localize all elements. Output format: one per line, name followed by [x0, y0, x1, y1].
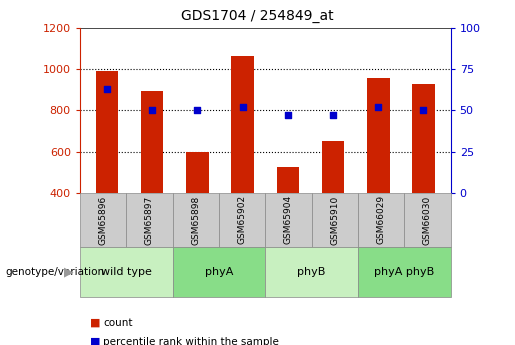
Text: ▶: ▶ — [64, 265, 73, 278]
Text: GSM65902: GSM65902 — [237, 195, 247, 245]
Bar — [277, 167, 299, 193]
Text: GSM65897: GSM65897 — [145, 195, 154, 245]
Bar — [231, 56, 254, 193]
Bar — [412, 84, 435, 193]
Bar — [186, 152, 209, 193]
Point — [284, 112, 292, 118]
Point — [193, 108, 201, 113]
Bar — [96, 71, 118, 193]
Text: wild type: wild type — [101, 267, 151, 277]
Text: GDS1704 / 254849_at: GDS1704 / 254849_at — [181, 9, 334, 23]
Point — [103, 86, 111, 92]
Text: phyB: phyB — [297, 267, 326, 277]
Point — [329, 112, 337, 118]
Bar — [367, 78, 389, 193]
Point — [238, 104, 247, 110]
Point — [148, 108, 156, 113]
Bar — [141, 91, 163, 193]
Text: GSM65898: GSM65898 — [191, 195, 200, 245]
Text: count: count — [103, 318, 132, 327]
Text: ■: ■ — [90, 318, 100, 327]
Text: ■: ■ — [90, 337, 100, 345]
Text: GSM65910: GSM65910 — [330, 195, 339, 245]
Text: genotype/variation: genotype/variation — [5, 267, 104, 277]
Text: GSM65896: GSM65896 — [98, 195, 108, 245]
Text: GSM66030: GSM66030 — [423, 195, 432, 245]
Point — [419, 108, 427, 113]
Text: GSM66029: GSM66029 — [376, 195, 386, 245]
Text: percentile rank within the sample: percentile rank within the sample — [103, 337, 279, 345]
Point — [374, 104, 383, 110]
Text: phyA phyB: phyA phyB — [374, 267, 434, 277]
Text: phyA: phyA — [204, 267, 233, 277]
Text: GSM65904: GSM65904 — [284, 195, 293, 245]
Bar — [322, 141, 345, 193]
